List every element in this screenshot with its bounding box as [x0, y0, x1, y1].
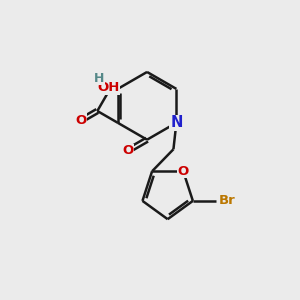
- Text: O: O: [75, 114, 86, 127]
- Text: O: O: [122, 144, 134, 157]
- Text: N: N: [170, 115, 183, 130]
- Text: OH: OH: [97, 81, 120, 94]
- Text: H: H: [94, 72, 105, 85]
- Text: O: O: [178, 165, 189, 178]
- Text: Br: Br: [219, 194, 236, 207]
